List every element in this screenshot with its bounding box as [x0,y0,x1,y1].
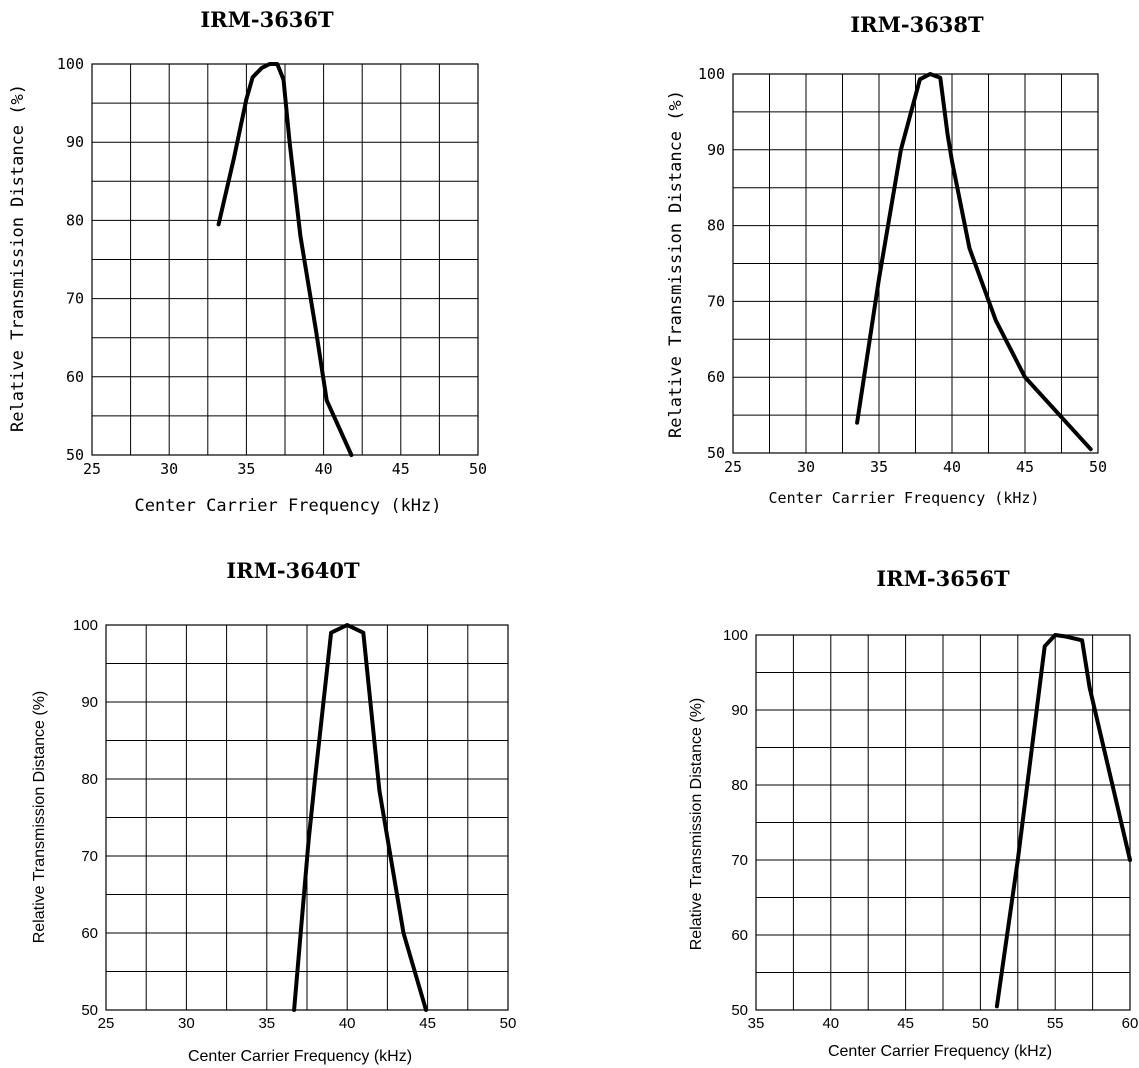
x-tick-labels: 25 30 35 40 45 50 [98,1015,517,1032]
grid [91,63,479,456]
y-tick-label: 50 [731,1002,748,1019]
x-tick-label: 40 [822,1015,839,1032]
y-tick-label: 100 [57,55,84,73]
x-tick-labels: 35 40 45 50 55 60 [748,1015,1139,1032]
y-axis-label: Relative Transmission Distance (%) [688,698,705,951]
response-curve [216,62,354,457]
y-tick-label: 60 [731,927,748,944]
y-tick-labels: 50 60 70 80 90 100 [698,65,725,462]
y-tick-label: 80 [707,217,725,235]
y-tick-labels: 50 60 70 80 90 100 [723,627,748,1019]
x-tick-label: 25 [83,460,101,478]
x-tick-label: 30 [797,458,815,476]
chart-irm-3638t: IRM-3638T 25 30 35 40 45 50 50 60 70 80 90 100 Cen… [666,12,1107,507]
chart-title: IRM-3640T [226,558,360,583]
plot-frame [732,73,1099,454]
y-tick-label: 90 [66,133,84,151]
plot-frame [91,63,479,456]
chart-title: IRM-3636T [200,7,334,32]
y-tick-labels: 50 60 70 80 90 100 [73,617,98,1019]
x-tick-label: 30 [160,460,178,478]
grid [105,624,509,1011]
chart-irm-3640t: IRM-3640T 25 30 35 40 45 50 50 60 70 80 90 100 Cen… [31,558,516,1065]
x-tick-label: 50 [469,460,487,478]
chart-title: IRM-3638T [850,12,984,37]
x-tick-label: 30 [178,1015,195,1032]
y-tick-label: 70 [81,848,98,865]
x-axis-label: Center Carrier Frequency (kHz) [769,489,1040,507]
y-tick-label: 100 [73,617,98,634]
y-tick-label: 90 [81,694,98,711]
x-tick-label: 40 [943,458,961,476]
x-tick-labels: 25 30 35 40 45 50 [83,460,487,478]
x-tick-label: 45 [392,460,410,478]
y-tick-label: 50 [707,444,725,462]
x-tick-label: 45 [419,1015,436,1032]
x-axis-label: Center Carrier Frequency (kHz) [828,1043,1052,1060]
chart-irm-3656t: IRM-3656T 35 40 45 50 55 60 50 60 70 80 90 100 Cen… [688,566,1138,1060]
x-tick-label: 35 [748,1015,765,1032]
x-tick-label: 60 [1122,1015,1139,1032]
y-tick-label: 100 [698,65,725,83]
y-tick-label: 90 [731,702,748,719]
y-axis-label: Relative Transmission Distance (%) [666,90,686,438]
y-tick-label: 100 [723,627,748,644]
y-axis-label: Relative Transmission Distance (%) [8,84,28,432]
x-tick-label: 55 [1047,1015,1064,1032]
y-tick-label: 60 [81,925,98,942]
y-axis-label: Relative Transmission Distance (%) [31,691,48,944]
x-tick-label: 35 [237,460,255,478]
x-tick-label: 25 [724,458,742,476]
x-tick-label: 35 [870,458,888,476]
response-curve [855,72,1093,452]
x-tick-label: 40 [339,1015,356,1032]
y-tick-label: 90 [707,141,725,159]
y-tick-label: 50 [66,446,84,464]
x-tick-labels: 25 30 35 40 45 50 [724,458,1107,476]
x-tick-label: 50 [972,1015,989,1032]
y-tick-label: 70 [707,292,725,310]
y-tick-label: 80 [81,771,98,788]
x-tick-label: 45 [897,1015,914,1032]
x-tick-label: 50 [500,1015,517,1032]
chart-irm-3636t: IRM-3636T 25 30 35 40 45 50 50 60 70 80 90 100 Cen… [8,7,487,516]
grid [755,634,1131,1011]
y-tick-label: 80 [731,777,748,794]
x-tick-label: 50 [1089,458,1107,476]
y-tick-label: 70 [66,290,84,308]
response-curve [292,623,428,1012]
response-curve [994,633,1132,1009]
x-tick-label: 25 [98,1015,115,1032]
plot-frame [755,634,1131,1011]
chart-title: IRM-3656T [876,566,1010,591]
x-axis-label: Center Carrier Frequency (kHz) [188,1048,412,1065]
y-tick-label: 60 [707,368,725,386]
y-tick-label: 70 [731,852,748,869]
y-tick-label: 50 [81,1002,98,1019]
x-axis-label: Center Carrier Frequency (kHz) [134,496,441,516]
plot-frame [105,624,509,1011]
x-tick-label: 35 [258,1015,275,1032]
y-tick-label: 80 [66,211,84,229]
y-tick-labels: 50 60 70 80 90 100 [57,55,84,464]
x-tick-label: 40 [315,460,333,478]
y-tick-label: 60 [66,368,84,386]
x-tick-label: 45 [1016,458,1034,476]
